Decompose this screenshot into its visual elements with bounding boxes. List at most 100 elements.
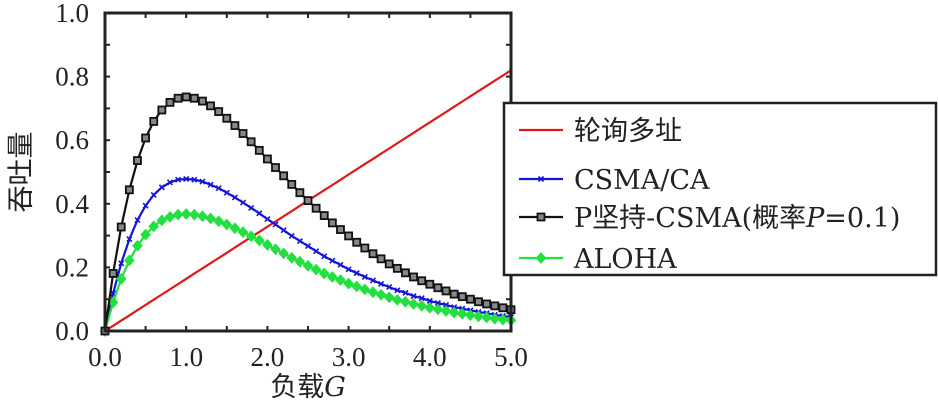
legend: 轮询多址 CSMA/CA P坚持-CSMA(概率P=0.1) ALOHA — [502, 101, 938, 277]
data-point — [402, 289, 409, 296]
y-tick-label: 0.4 — [55, 189, 89, 219]
data-point — [353, 270, 360, 277]
x-tick-label: 3.0 — [332, 342, 366, 372]
data-point — [253, 234, 265, 247]
x-tick-label: 4.0 — [413, 342, 447, 372]
legend-item-3: ALOHA — [519, 244, 677, 275]
series-2 — [100, 92, 516, 336]
data-point — [199, 178, 206, 185]
legend-item-1: CSMA/CA — [519, 165, 710, 196]
data-point — [124, 185, 134, 195]
legend-items: 轮询多址 CSMA/CA P坚持-CSMA(概率P=0.1) ALOHA — [519, 116, 900, 275]
data-point — [124, 254, 135, 267]
data-point — [239, 199, 247, 206]
data-point — [311, 203, 321, 213]
data-point — [401, 268, 410, 278]
data-point — [329, 257, 336, 264]
legend-label-suffix: =0.1) — [824, 203, 900, 234]
data-point — [383, 291, 395, 304]
data-point — [441, 286, 451, 296]
data-point — [254, 145, 264, 155]
data-point — [345, 266, 352, 273]
data-point — [142, 202, 149, 209]
series-3 — [99, 208, 517, 337]
data-point — [367, 286, 379, 299]
data-point — [432, 303, 444, 316]
data-point — [214, 107, 224, 116]
data-point — [158, 184, 165, 191]
data-point — [175, 176, 182, 183]
data-point — [165, 97, 175, 107]
x-tick-label: 0.0 — [88, 342, 122, 372]
data-point — [206, 101, 215, 111]
data-point — [434, 299, 441, 307]
y-tick-label: 0.0 — [55, 316, 89, 346]
data-point — [425, 279, 435, 289]
legend-label-text: CSMA/CA — [574, 165, 710, 196]
data-point — [497, 313, 509, 326]
data-point — [352, 237, 362, 247]
data-point — [449, 289, 459, 299]
data-point — [191, 176, 198, 183]
data-point — [361, 273, 368, 281]
data-point — [327, 218, 337, 228]
data-point — [288, 232, 295, 239]
data-point — [489, 312, 501, 325]
data-point — [375, 288, 387, 301]
data-point — [456, 307, 468, 320]
data-point — [296, 237, 303, 245]
data-point — [457, 292, 467, 302]
data-point — [417, 276, 427, 286]
data-point — [433, 283, 443, 293]
data-point — [408, 298, 419, 310]
data-point — [473, 310, 484, 323]
legend-label: P坚持-CSMA(概率P=0.1) — [574, 203, 900, 234]
legend-marker — [537, 175, 545, 183]
data-point — [264, 215, 271, 223]
data-point — [205, 212, 216, 225]
legend-label: 轮询多址 — [574, 116, 682, 147]
legend-label: ALOHA — [573, 244, 677, 275]
data-point — [376, 254, 386, 264]
x-axis-label: 负载G — [270, 372, 346, 403]
data-point — [270, 243, 281, 256]
data-point — [116, 222, 126, 232]
data-point — [286, 251, 298, 264]
data-point — [246, 137, 256, 147]
data-point — [482, 299, 492, 309]
x-axis-label-text: 负载 — [270, 372, 324, 403]
data-point — [426, 297, 433, 304]
data-point — [133, 156, 142, 165]
data-point — [237, 226, 249, 238]
data-point — [442, 301, 450, 308]
data-point — [440, 305, 452, 317]
legend-label-var: P — [805, 203, 825, 234]
data-point — [173, 93, 183, 103]
data-point — [351, 280, 363, 293]
data-point — [256, 210, 263, 217]
data-point — [230, 121, 240, 130]
data-point — [394, 287, 401, 294]
legend-marker — [535, 252, 547, 264]
data-point — [189, 208, 200, 221]
data-point — [386, 284, 393, 291]
data-point — [335, 274, 346, 287]
data-point — [303, 196, 313, 206]
legend-box — [502, 101, 938, 277]
plot-frame — [103, 11, 513, 333]
y-tick-label: 1.0 — [55, 0, 89, 28]
data-point — [465, 294, 475, 304]
data-point — [327, 271, 338, 283]
data-point — [360, 243, 370, 253]
axes-layer — [103, 11, 513, 333]
data-point — [213, 215, 224, 228]
data-point — [409, 272, 418, 282]
legend-label-text: 轮询多址 — [574, 116, 682, 147]
data-point — [272, 221, 279, 228]
data-point — [156, 214, 168, 227]
y-tick-label: 0.6 — [55, 125, 89, 155]
data-point — [215, 185, 222, 192]
data-point — [343, 277, 354, 290]
y-axis-label: 吞吐量 — [6, 132, 37, 213]
